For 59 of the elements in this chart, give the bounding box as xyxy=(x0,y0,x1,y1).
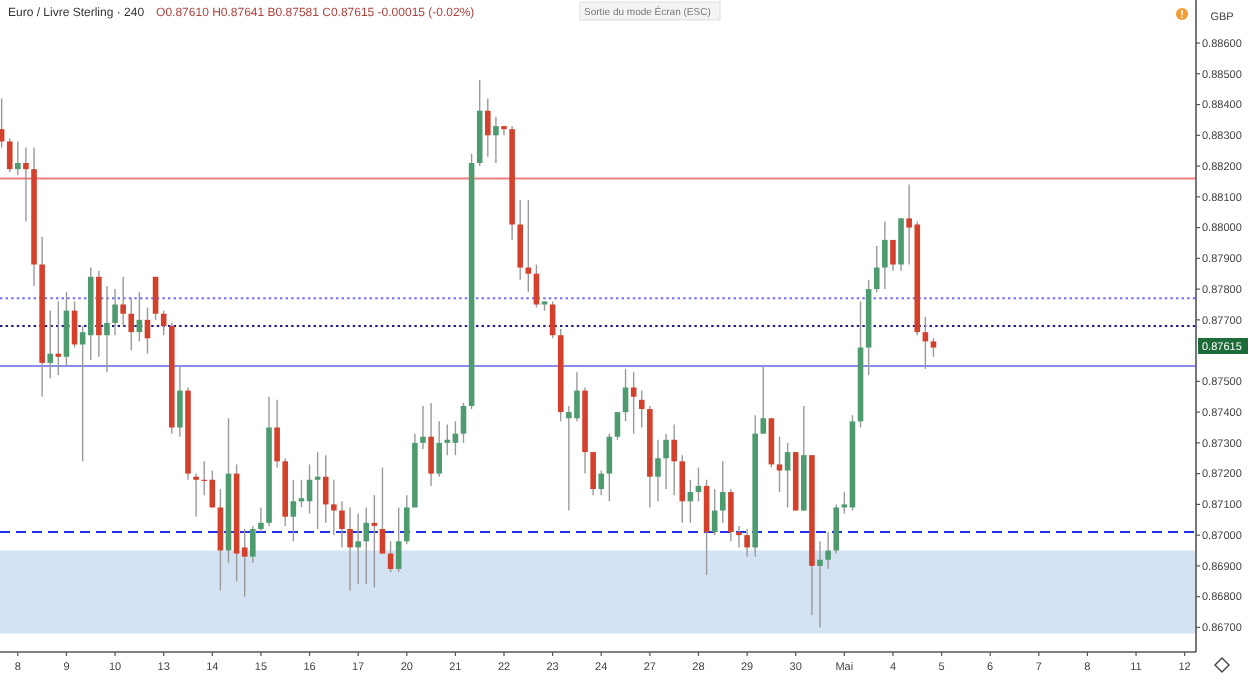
candlestick xyxy=(825,531,831,570)
candlestick xyxy=(671,423,677,496)
candlestick xyxy=(493,116,499,164)
candlestick xyxy=(598,469,605,496)
candlestick xyxy=(6,137,13,173)
candlestick xyxy=(655,439,661,502)
candlestick xyxy=(679,454,686,524)
candlestick xyxy=(23,146,29,223)
candlestick xyxy=(719,460,726,524)
candlestick xyxy=(890,239,896,272)
candlestick xyxy=(403,494,410,546)
candlestick xyxy=(744,528,750,558)
candlestick xyxy=(104,285,110,373)
candlestick xyxy=(379,466,386,555)
candlestick xyxy=(614,411,621,441)
candlestick xyxy=(428,402,434,487)
candlestick xyxy=(501,125,507,137)
candlestick xyxy=(638,389,645,429)
candlestick xyxy=(331,479,337,536)
candlestick xyxy=(128,297,135,352)
candlestick xyxy=(355,512,361,586)
candlestick xyxy=(339,500,345,549)
candlestick xyxy=(898,217,904,272)
candlestick xyxy=(112,288,118,336)
candlestick xyxy=(736,525,742,549)
candlestick xyxy=(549,300,556,339)
candlestick xyxy=(120,276,126,327)
candlestick xyxy=(193,472,199,518)
candlestick xyxy=(760,365,767,435)
candlestick xyxy=(217,488,224,592)
candlestick xyxy=(15,140,21,176)
candlestick xyxy=(47,309,54,379)
candlestick xyxy=(485,97,491,158)
candlestick xyxy=(882,220,888,290)
candlestick xyxy=(177,365,183,438)
candlestick xyxy=(347,506,353,592)
candlestick xyxy=(574,371,580,423)
candlestick xyxy=(322,454,329,524)
candlestick xyxy=(930,337,937,358)
candlestick xyxy=(784,442,791,509)
candlestick xyxy=(363,506,370,586)
candlestick xyxy=(590,451,596,496)
candlestick xyxy=(817,540,823,629)
candlestick xyxy=(258,506,264,533)
candlestick xyxy=(460,402,467,444)
candlestick xyxy=(517,199,524,281)
candlestick xyxy=(776,436,783,493)
candlestick xyxy=(250,525,256,564)
candlestick xyxy=(833,503,840,555)
candlestick xyxy=(436,420,442,478)
candlestick xyxy=(873,245,880,293)
candlestick xyxy=(395,506,402,573)
candlestick xyxy=(274,399,280,469)
candlestick xyxy=(290,479,297,542)
candlestick xyxy=(444,423,451,456)
candlestick xyxy=(420,405,426,450)
candlestick xyxy=(209,469,216,509)
candlestick xyxy=(663,432,669,490)
candlestick xyxy=(728,488,734,542)
